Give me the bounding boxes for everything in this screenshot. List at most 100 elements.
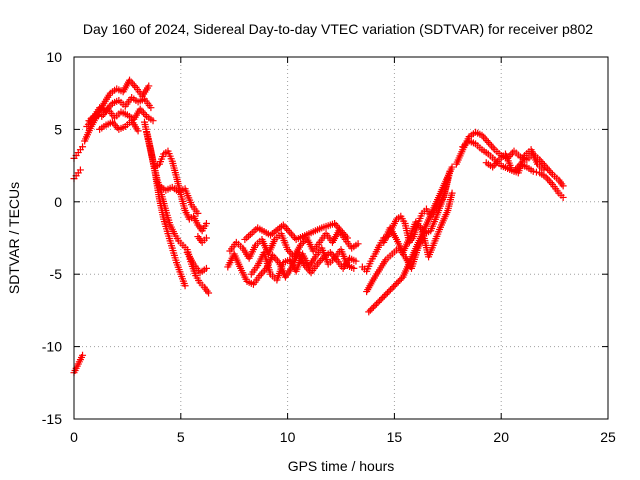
grid-lines — [74, 57, 608, 419]
data-point — [354, 240, 362, 248]
data-point — [194, 209, 202, 217]
data-point-interp — [287, 230, 295, 238]
data-point-interp — [489, 144, 497, 152]
chart-title: Day 160 of 2024, Sidereal Day-to-day VTE… — [83, 21, 593, 37]
data-points — [70, 76, 567, 377]
y-tick-label: -15 — [42, 411, 62, 427]
data-point — [181, 282, 189, 290]
data-point-interp — [382, 290, 390, 298]
x-tick-label: 10 — [280, 429, 296, 445]
plot-frame — [73, 56, 609, 420]
data-point-interp — [139, 109, 147, 117]
data-point-interp — [373, 300, 381, 308]
data-point-interp — [374, 298, 382, 306]
data-point-interp — [315, 258, 323, 266]
data-point-interp — [545, 167, 553, 175]
data-point-interp — [547, 168, 555, 176]
data-point-interp — [387, 286, 395, 294]
data-point-interp — [379, 294, 387, 302]
data-point-interp — [544, 175, 552, 183]
x-tick-label: 25 — [600, 429, 616, 445]
y-tick-label: 0 — [54, 194, 62, 210]
data-point — [205, 289, 213, 297]
data-point — [79, 351, 87, 359]
data-point-interp — [388, 284, 396, 292]
data-point — [91, 111, 99, 119]
y-axis-label: SDTVAR / TECUs — [6, 182, 22, 294]
data-point — [202, 264, 210, 272]
data-point-interp — [371, 302, 379, 310]
y-tick-label: 5 — [54, 121, 62, 137]
data-point — [529, 167, 537, 175]
data-point-interp — [545, 177, 553, 185]
data-point — [352, 257, 360, 265]
data-point-interp — [95, 112, 103, 120]
data-point — [79, 143, 87, 151]
data-point-interp — [393, 279, 401, 287]
data-point-interp — [376, 297, 384, 305]
data-point — [147, 104, 155, 112]
data-point-interp — [488, 142, 496, 150]
y-tick-labels: -15 -10 -5 0 5 10 — [42, 49, 62, 427]
data-point-interp — [383, 289, 391, 297]
y-tick-label: -10 — [42, 339, 62, 355]
data-point-interp — [377, 295, 385, 303]
data-point — [145, 82, 153, 90]
data-point-interp — [481, 135, 489, 143]
data-point — [559, 193, 567, 201]
data-point-interp — [130, 82, 138, 90]
data-point — [134, 127, 142, 135]
data-point — [484, 138, 492, 146]
data-point-interp — [547, 179, 555, 187]
data-point-interp — [284, 226, 292, 234]
data-point-interp — [385, 287, 393, 295]
data-point-interp — [532, 168, 540, 176]
data-point-interp — [394, 278, 402, 286]
x-tick-labels: 0 5 10 15 20 25 — [70, 429, 616, 445]
data-point-interp — [486, 140, 494, 148]
data-point-interp — [483, 137, 491, 145]
data-point — [149, 117, 157, 125]
data-point — [202, 234, 210, 242]
data-point — [448, 163, 456, 171]
data-point-interp — [257, 270, 265, 278]
axis-ticks — [73, 56, 609, 420]
data-point-interp — [368, 305, 376, 313]
data-point-interp — [397, 275, 405, 283]
data-point-interp — [544, 165, 552, 173]
y-tick-label: -5 — [50, 266, 63, 282]
data-point-interp — [369, 303, 377, 311]
data-point — [202, 220, 210, 228]
data-point-interp — [248, 229, 256, 237]
x-tick-label: 0 — [70, 429, 78, 445]
data-point — [76, 166, 84, 174]
data-point-interp — [366, 306, 374, 314]
x-axis-label: GPS time / hours — [288, 458, 395, 474]
data-point — [241, 235, 249, 243]
data-point-interp — [272, 255, 280, 263]
data-point-interp — [129, 80, 137, 88]
data-point-interp — [391, 281, 399, 289]
x-tick-label: 20 — [493, 429, 509, 445]
data-point-interp — [300, 238, 308, 246]
data-point — [540, 166, 548, 174]
data-point — [343, 234, 351, 242]
data-point-interp — [141, 111, 149, 119]
data-point — [559, 182, 567, 190]
x-tick-label: 5 — [177, 429, 185, 445]
data-point-interp — [396, 276, 404, 284]
data-point-interp — [259, 268, 267, 276]
data-point-interp — [380, 292, 388, 300]
data-point-interp — [243, 234, 251, 242]
data-point — [350, 264, 358, 272]
data-point-interp — [245, 232, 253, 240]
data-point — [365, 308, 373, 316]
data-point-interp — [317, 256, 325, 264]
y-tick-label: 10 — [46, 49, 62, 65]
data-point-interp — [110, 120, 118, 128]
x-tick-label: 15 — [387, 429, 403, 445]
data-point-interp — [390, 283, 398, 291]
data-point-interp — [246, 230, 254, 238]
data-point — [448, 189, 456, 197]
